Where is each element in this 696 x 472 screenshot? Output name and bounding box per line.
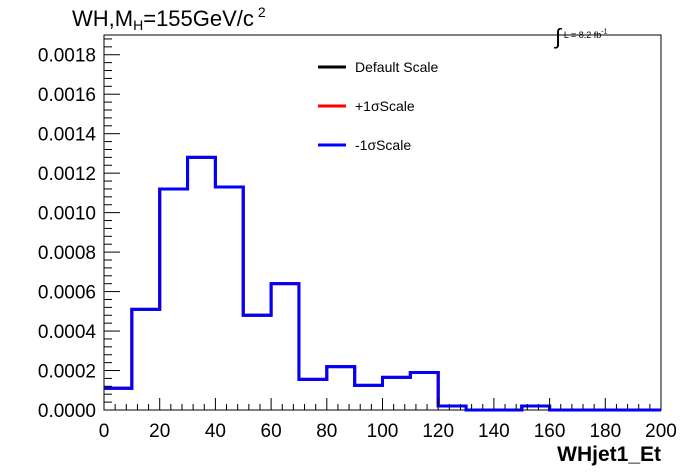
x-tick-label: 120 bbox=[422, 421, 454, 442]
chart-title-rest: =155GeV/c bbox=[143, 6, 254, 31]
x-tick-label: 0 bbox=[99, 421, 110, 442]
plot-frame bbox=[103, 34, 662, 411]
x-axis-label: WHjet1_Et bbox=[557, 443, 661, 466]
x-tick-label: 100 bbox=[367, 421, 399, 442]
legend: Default Scale +1σScale -1σScale bbox=[318, 59, 438, 153]
y-tick-label: 0.0006 bbox=[38, 283, 96, 304]
legend-label: +1σScale bbox=[355, 98, 415, 114]
y-tick-label: 0.0004 bbox=[38, 322, 97, 343]
series-line-2 bbox=[104, 155, 661, 412]
y-tick-label: 0.0012 bbox=[38, 164, 96, 185]
y-tick-label: 0.0018 bbox=[38, 46, 96, 67]
y-tick-label: 0.0014 bbox=[38, 125, 97, 146]
integral-symbol: ∫ bbox=[555, 24, 562, 49]
x-tick-label: 60 bbox=[261, 421, 282, 442]
x-tick-label: 40 bbox=[205, 421, 226, 442]
x-tick-label: 180 bbox=[589, 421, 621, 442]
x-tick-label: 200 bbox=[645, 421, 677, 442]
y-tick-label: 0.0008 bbox=[38, 243, 96, 264]
x-tick-label: 140 bbox=[478, 421, 510, 442]
y-axis: 0.0000 0.0002 0.0004 0.0006 0.0008 0.0010 0.00… bbox=[38, 38, 120, 422]
chart-title-superscript: 2 bbox=[257, 4, 266, 20]
y-tick-label: 0.0016 bbox=[38, 85, 96, 106]
legend-label: Default Scale bbox=[355, 59, 438, 75]
series-line-1 bbox=[104, 155, 661, 412]
chart-title: WH,MH=155GeV/c 2 bbox=[72, 4, 266, 33]
y-tick-label: 0.0000 bbox=[38, 401, 96, 422]
luminosity-superscript: -1 bbox=[601, 28, 608, 36]
y-tick-label: 0.0002 bbox=[38, 362, 96, 383]
chart-title-subscript: H bbox=[133, 17, 144, 33]
x-axis: 0 20 40 60 80 100 120 140 160 180 200 bbox=[99, 398, 677, 442]
legend-label: -1σScale bbox=[355, 137, 411, 153]
x-tick-label: 80 bbox=[316, 421, 337, 442]
x-tick-label: 160 bbox=[534, 421, 566, 442]
series-layer bbox=[104, 155, 661, 412]
y-tick-label: 0.0010 bbox=[38, 204, 96, 225]
chart-title-main: WH,M bbox=[72, 6, 134, 31]
x-tick-label: 20 bbox=[149, 421, 170, 442]
series-line-0 bbox=[104, 155, 661, 412]
